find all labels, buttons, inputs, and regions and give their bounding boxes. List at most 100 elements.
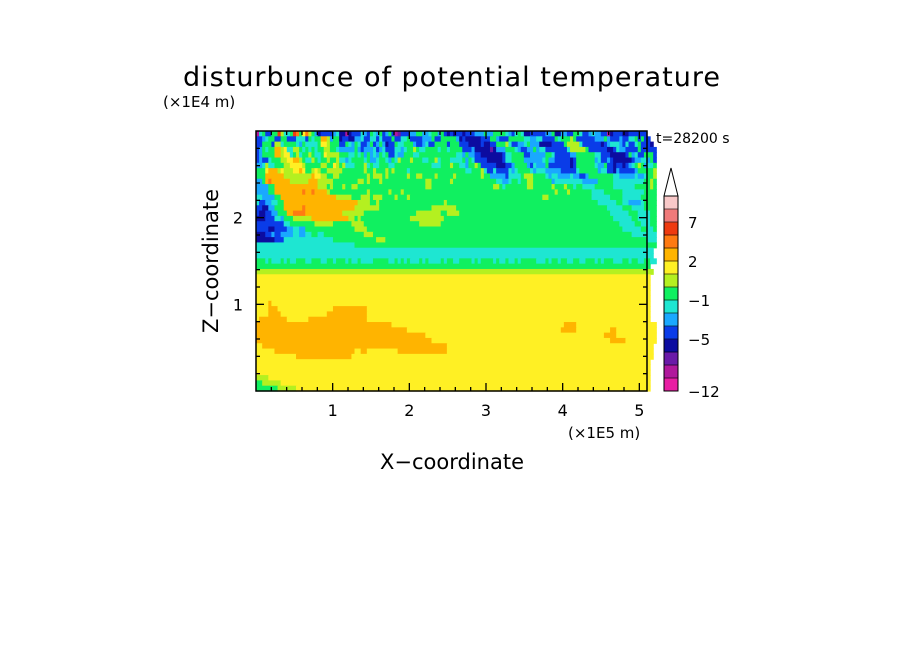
- field-cell: [545, 152, 553, 159]
- field-cell: [637, 258, 645, 265]
- field-cell: [265, 215, 276, 222]
- field-cell: [394, 152, 399, 159]
- field-cell: [409, 168, 466, 175]
- field-cell: [548, 258, 553, 265]
- field-cell: [305, 258, 313, 265]
- field-cell: [643, 152, 654, 159]
- field-cell: [570, 136, 574, 143]
- field-cell: [388, 168, 393, 175]
- field-cell: [647, 226, 654, 233]
- field-cell: [363, 146, 374, 153]
- field-cell: [256, 231, 266, 238]
- field-cell: [425, 141, 430, 148]
- field-cell: [551, 152, 556, 159]
- field-row: [256, 199, 657, 206]
- field-cell: [422, 131, 430, 137]
- field-cell: [354, 136, 362, 143]
- field-cell: [256, 322, 393, 328]
- field-cell: [634, 157, 642, 164]
- field-cell: [508, 141, 513, 148]
- field-row: [256, 194, 657, 201]
- field-cell: [616, 146, 620, 153]
- field-cell: [339, 146, 356, 153]
- field-cell: [474, 152, 482, 159]
- field-cell: [631, 157, 636, 164]
- field-cell: [366, 178, 371, 185]
- field-cell: [262, 131, 266, 137]
- field-cell: [499, 136, 510, 143]
- field-cell: [523, 141, 528, 148]
- field-cell: [576, 327, 611, 334]
- field-cell: [622, 258, 630, 265]
- field-cell: [280, 380, 651, 387]
- field-cell: [533, 162, 537, 169]
- field-cell: [511, 178, 519, 185]
- field-cell: [462, 146, 473, 153]
- field-cell: [277, 199, 285, 206]
- field-cell: [372, 168, 377, 175]
- field-cell: [274, 189, 303, 196]
- field-cell: [379, 152, 383, 159]
- field-cell: [308, 146, 313, 153]
- field-cell: [606, 136, 611, 143]
- field-cell: [314, 152, 322, 159]
- field-cell: [354, 141, 359, 148]
- field-cell: [625, 162, 630, 169]
- field-cell: [434, 141, 448, 148]
- field-cell: [369, 152, 374, 159]
- field-cell: [465, 157, 470, 164]
- field-cell: [440, 162, 451, 169]
- field-cell: [536, 168, 547, 175]
- field-cell: [283, 221, 291, 228]
- field-cell: [268, 146, 276, 153]
- field-cell: [425, 184, 433, 190]
- field-cell: [400, 258, 405, 265]
- field-row: [256, 141, 654, 148]
- field-cell: [385, 141, 389, 148]
- field-cell: [314, 136, 322, 143]
- field-cell: [634, 162, 639, 169]
- field-cell: [262, 205, 269, 212]
- field-cell: [292, 231, 300, 238]
- field-cell: [483, 141, 491, 148]
- field-row: [256, 263, 651, 270]
- field-cell: [283, 237, 334, 244]
- field-cell: [631, 162, 636, 169]
- colorbar-swatch: [664, 313, 678, 327]
- field-cell: [280, 157, 288, 164]
- field-cell: [526, 178, 534, 185]
- field-cell: [308, 178, 319, 185]
- field-cell: [610, 131, 614, 137]
- field-cell: [643, 205, 657, 212]
- field-cell: [394, 131, 399, 137]
- field-cell: [554, 178, 583, 185]
- field-cell: [366, 306, 651, 313]
- field-cell: [259, 199, 266, 206]
- field-cell: [277, 210, 288, 217]
- field-cell: [502, 157, 506, 164]
- field-cell: [440, 258, 445, 265]
- field-cell: [505, 258, 510, 265]
- field-row: [256, 146, 657, 153]
- field-cell: [480, 152, 503, 159]
- field-cell: [465, 136, 482, 143]
- field-cell: [256, 274, 651, 281]
- field-cell: [262, 152, 276, 159]
- field-cell: [628, 162, 633, 169]
- field-cell: [505, 146, 516, 153]
- field-cell: [354, 152, 359, 159]
- field-cell: [431, 162, 442, 169]
- field-cell: [256, 247, 654, 254]
- field-cell: [262, 146, 266, 153]
- field-cell: [449, 178, 454, 185]
- field-cell: [431, 337, 611, 344]
- field-cell: [256, 380, 263, 387]
- field-cell: [619, 136, 623, 143]
- field-cell: [296, 353, 353, 360]
- field-cell: [363, 136, 371, 143]
- field-cell: [616, 332, 657, 339]
- field-cell: [299, 146, 303, 153]
- field-cell: [449, 146, 463, 153]
- field-cell: [517, 141, 525, 148]
- field-cell: [268, 375, 651, 381]
